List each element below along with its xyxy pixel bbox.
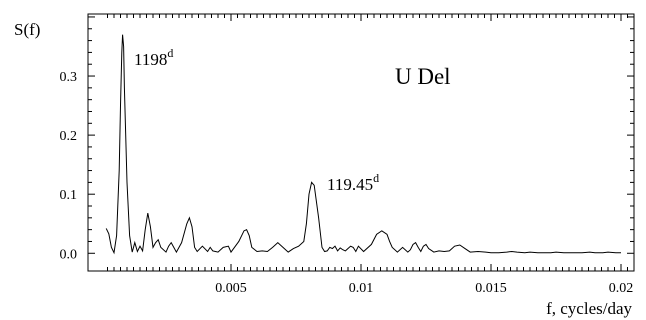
y-tick-label: 0.1 — [60, 188, 78, 203]
annotation-peak-1-unit: d — [167, 46, 173, 60]
y-axis-label: S(f) — [14, 20, 40, 39]
axis-tick-labels: 0.005 0.01 0.015 0.02 0.0 0.1 0.2 0.3 — [60, 70, 634, 296]
star-name-label: U Del — [395, 64, 451, 89]
annotation-peak-2-unit: d — [373, 171, 379, 185]
y-tick-label: 0.3 — [60, 70, 78, 85]
x-tick-label: 0.005 — [215, 281, 247, 296]
x-tick-label: 0.015 — [475, 281, 507, 296]
annotation-peak-2-value: 119.45 — [327, 175, 373, 194]
x-tick-label: 0.02 — [609, 281, 634, 296]
x-axis-label: f, cycles/day — [546, 299, 632, 318]
axis-ticks — [88, 14, 634, 271]
series-line — [105, 34, 621, 255]
x-tick-label: 0.01 — [349, 281, 374, 296]
annotation-peak-1: 1198d — [134, 46, 173, 69]
annotation-peak-1-value: 1198 — [134, 50, 167, 69]
annotation-peak-2: 119.45d — [327, 171, 379, 194]
y-tick-label: 0.2 — [60, 129, 78, 144]
y-tick-label: 0.0 — [60, 247, 78, 262]
